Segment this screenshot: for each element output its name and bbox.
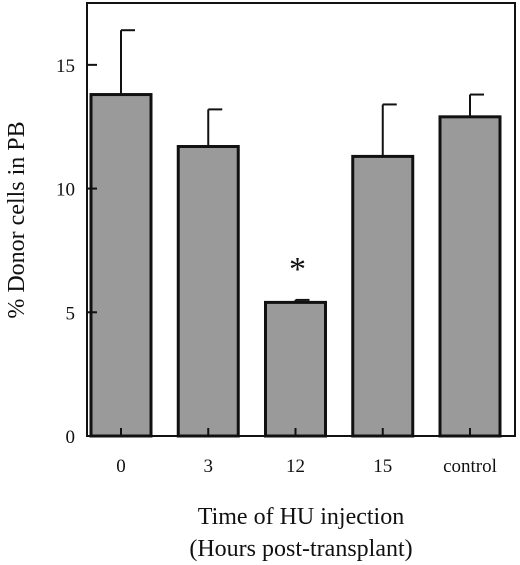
x-tick-label-0: 0 xyxy=(116,456,126,477)
x-tick-label-12: 12 xyxy=(286,456,305,477)
x-axis-label-line1: Time of HU injection xyxy=(198,504,404,530)
bar-15 xyxy=(351,154,415,438)
y-tick-label-10: 10 xyxy=(56,180,75,201)
bar-0 xyxy=(89,93,153,438)
bars-layer: * xyxy=(89,29,502,438)
y-tick-label-0: 0 xyxy=(66,427,76,448)
y-tick-label-5: 5 xyxy=(66,303,76,324)
significance-marker-12: * xyxy=(289,251,306,288)
bar-3 xyxy=(176,145,240,438)
x-axis: 0 3 12 15 control xyxy=(116,428,497,477)
x-tick-label-control: control xyxy=(443,456,497,477)
y-tick-label-15: 15 xyxy=(56,56,75,77)
bar-control xyxy=(438,115,502,438)
y-axis: 0 5 10 15 xyxy=(56,56,97,448)
x-axis-label-line2: (Hours post-transplant) xyxy=(189,536,412,562)
bar-12 xyxy=(264,300,327,438)
y-axis-label: % Donor cells in PB xyxy=(4,121,30,318)
x-tick-label-15: 15 xyxy=(373,456,392,477)
x-tick-label-3: 3 xyxy=(204,456,214,477)
